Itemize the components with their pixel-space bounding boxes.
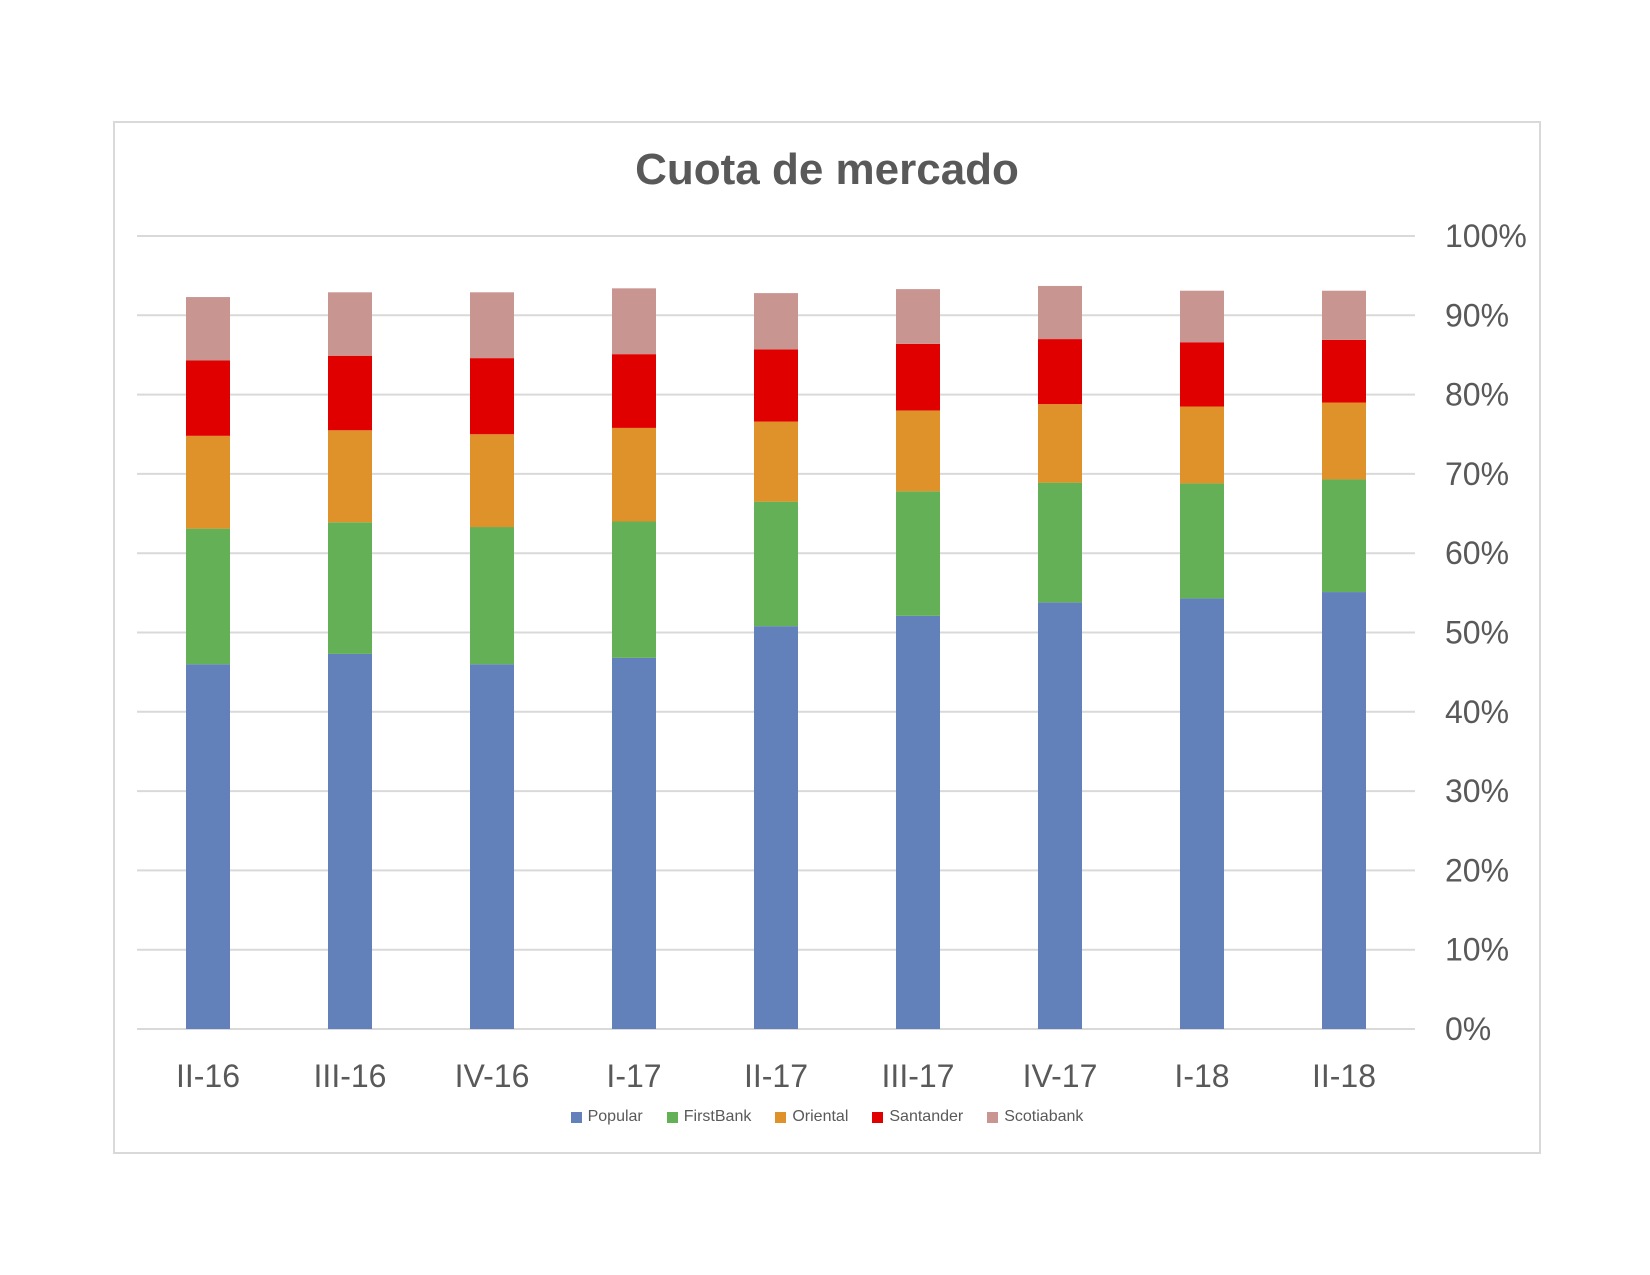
legend-label: Popular: [587, 1108, 643, 1125]
bar-segment-firstbank: [896, 491, 940, 616]
bar-segment-popular: [896, 615, 940, 1029]
bar-segment-popular: [470, 664, 514, 1029]
bar-segment-firstbank: [470, 527, 514, 665]
y-tick-label: 10%: [1445, 932, 1509, 968]
bar-segment-scotiabank: [328, 292, 372, 356]
bars-layer: [186, 285, 1366, 1029]
bar-segment-santander: [754, 349, 798, 422]
x-tick-label: III-16: [314, 1058, 387, 1094]
bar-segment-popular: [754, 626, 798, 1029]
y-tick-label: 50%: [1445, 615, 1509, 651]
bar-segment-oriental: [896, 410, 940, 492]
bar-segment-firstbank: [1322, 479, 1366, 593]
x-tick-label: II-16: [176, 1058, 240, 1094]
bar-segment-firstbank: [612, 521, 656, 658]
bar-segment-popular: [612, 657, 656, 1029]
bar-segment-oriental: [328, 430, 372, 523]
y-tick-label: 100%: [1445, 218, 1527, 254]
legend-label: Scotiabank: [1004, 1108, 1084, 1125]
legend-swatch: [872, 1111, 884, 1123]
bar-segment-scotiabank: [1322, 290, 1366, 340]
chart-title: Cuota de mercado: [635, 145, 1019, 194]
y-tick-label: 0%: [1445, 1011, 1491, 1047]
bar-segment-scotiabank: [754, 293, 798, 350]
y-tick-layer: 0% 10% 20% 30% 40% 50% 60% 70% 80% 90% 100%: [1445, 218, 1527, 1047]
bar-segment-scotiabank: [896, 289, 940, 344]
x-tick-label: III-17: [882, 1058, 955, 1094]
x-tick-label: IV-16: [455, 1058, 530, 1094]
bar-segment-firstbank: [1038, 482, 1082, 603]
y-tick-label: 90%: [1445, 297, 1509, 333]
y-tick-label: 70%: [1445, 456, 1509, 492]
y-tick-label: 20%: [1445, 852, 1509, 888]
bar-segment-oriental: [186, 435, 230, 529]
legend-item-oriental: Oriental: [775, 1108, 848, 1126]
bar-segment-firstbank: [1180, 483, 1224, 599]
legend-swatch: [987, 1111, 999, 1123]
y-tick-label: 40%: [1445, 694, 1509, 730]
bar-segment-firstbank: [754, 501, 798, 627]
bar-segment-popular: [1322, 592, 1366, 1029]
bar-segment-santander: [896, 343, 940, 411]
y-tick-label: 80%: [1445, 377, 1509, 413]
y-tick-label: 60%: [1445, 535, 1509, 571]
bar-segment-oriental: [1322, 402, 1366, 480]
bar-segment-santander: [328, 355, 372, 431]
legend-swatch: [666, 1111, 678, 1123]
bar-segment-popular: [1180, 598, 1224, 1029]
x-tick-layer: II-16 III-16 IV-16 I-17 II-17 III-17 IV-17 I-18…: [176, 1058, 1376, 1094]
legend-swatch: [570, 1111, 582, 1123]
bar-segment-oriental: [470, 434, 514, 528]
legend-item-santander: Santander: [872, 1108, 963, 1126]
y-tick-label: 30%: [1445, 773, 1509, 809]
legend-item-scotiabank: Scotiabank: [987, 1108, 1083, 1126]
bar-segment-santander: [186, 360, 230, 436]
x-tick-label: I-17: [606, 1058, 661, 1094]
bar-segment-oriental: [612, 427, 656, 522]
bar-segment-santander: [1038, 339, 1082, 405]
x-tick-label: II-18: [1312, 1058, 1376, 1094]
bar-segment-scotiabank: [1038, 285, 1082, 340]
bar-segment-scotiabank: [612, 288, 656, 355]
legend-swatch: [775, 1111, 787, 1123]
bar-segment-firstbank: [186, 528, 230, 665]
bar-segment-firstbank: [328, 522, 372, 654]
bar-segment-oriental: [754, 421, 798, 502]
bar-segment-santander: [470, 358, 514, 435]
legend-item-firstbank: FirstBank: [666, 1108, 752, 1126]
legend-label: Oriental: [792, 1108, 849, 1125]
bar-segment-santander: [1180, 342, 1224, 407]
bar-segment-oriental: [1038, 404, 1082, 483]
x-tick-label: I-18: [1174, 1058, 1229, 1094]
legend-label: FirstBank: [683, 1108, 752, 1125]
chart-frame: Cuota de mercado 0% 10% 20% 30% 40% 50% 60% 70%…: [113, 121, 1541, 1154]
bar-segment-oriental: [1180, 406, 1224, 484]
x-tick-label: II-17: [744, 1058, 808, 1094]
bar-segment-popular: [186, 664, 230, 1029]
bar-segment-santander: [1322, 339, 1366, 403]
bar-segment-popular: [1038, 602, 1082, 1029]
bar-segment-popular: [328, 653, 372, 1029]
legend: Popular FirstBank Oriental Santander Scotiab…: [115, 1108, 1539, 1126]
bar-segment-scotiabank: [470, 292, 514, 359]
bar-segment-scotiabank: [1180, 290, 1224, 343]
x-tick-label: IV-17: [1023, 1058, 1098, 1094]
plot-area: 0%10%20%30%40%50%60%70%80%90%100% II-16 I…: [137, 218, 1527, 1094]
legend-label: Santander: [889, 1108, 964, 1125]
bar-segment-scotiabank: [186, 297, 230, 361]
bar-segment-santander: [612, 354, 656, 428]
legend-item-popular: Popular: [570, 1108, 643, 1126]
